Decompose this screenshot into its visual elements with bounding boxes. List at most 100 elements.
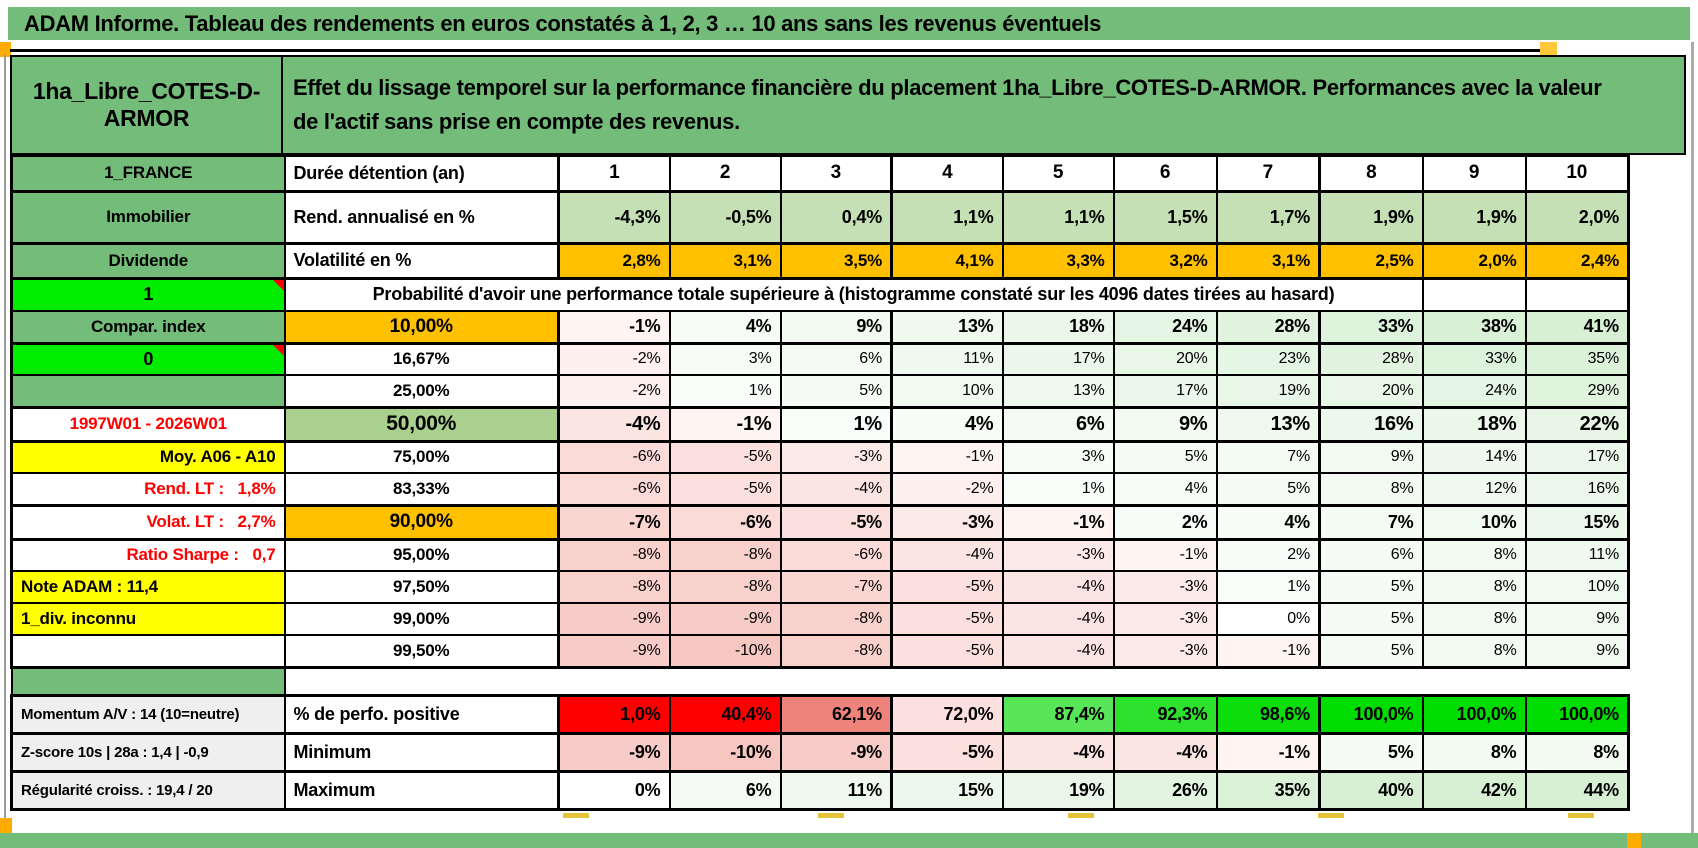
data-cell[interactable]: -3%	[1112, 634, 1218, 669]
data-cell[interactable]: 3%	[1001, 440, 1115, 474]
data-cell[interactable]: -4%	[1001, 732, 1115, 773]
data-cell[interactable]: 1,7%	[1215, 190, 1321, 245]
data-cell[interactable]: 9%	[1318, 440, 1424, 474]
row-label-cell[interactable]: Régularité croiss. : 19,4 / 20	[10, 770, 286, 811]
data-cell[interactable]: 18%	[1001, 310, 1115, 345]
data-cell[interactable]: 17%	[1001, 342, 1115, 376]
data-cell[interactable]: -7%	[557, 503, 671, 541]
data-cell[interactable]: 22%	[1524, 405, 1630, 443]
row-sublabel-cell[interactable]: 50,00%	[283, 405, 560, 443]
data-cell[interactable]: -5%	[890, 570, 1004, 604]
row-sublabel-cell[interactable]: Rend. annualisé en %	[283, 190, 560, 245]
row-sublabel-cell[interactable]: 99,00%	[283, 602, 560, 636]
data-cell[interactable]: 4%	[1112, 472, 1218, 506]
data-cell[interactable]: 42%	[1421, 770, 1527, 811]
data-cell[interactable]: 4,1%	[890, 242, 1004, 280]
data-cell[interactable]: 7%	[1215, 440, 1321, 474]
row-label-cell[interactable]: 1_FRANCE	[10, 155, 286, 193]
data-cell[interactable]: 5%	[1215, 472, 1321, 506]
data-cell[interactable]: 3,1%	[668, 242, 782, 280]
data-cell[interactable]: 24%	[1421, 374, 1527, 408]
row-sublabel-cell[interactable]: 75,00%	[283, 440, 560, 474]
data-cell[interactable]: 9%	[779, 310, 893, 345]
data-cell[interactable]: 2,8%	[557, 242, 671, 280]
data-cell[interactable]: 28%	[1318, 342, 1424, 376]
row-label-cell[interactable]: Dividende	[10, 242, 286, 280]
row-label-cell[interactable]: Moy. A06 - A10	[10, 440, 286, 474]
data-cell[interactable]: 11%	[890, 342, 1004, 376]
data-cell[interactable]: 6%	[668, 770, 782, 811]
probability-header-cell[interactable]: Probabilité d'avoir une performance tota…	[283, 277, 1424, 312]
row-sublabel-cell[interactable]: % de perfo. positive	[283, 693, 560, 735]
data-cell[interactable]: 2,0%	[1421, 242, 1527, 280]
row-sublabel-cell[interactable]: Volatilité en %	[283, 242, 560, 280]
data-cell[interactable]: -5%	[779, 503, 893, 541]
data-cell[interactable]: -6%	[668, 503, 782, 541]
data-cell[interactable]: 17%	[1524, 440, 1630, 474]
data-cell[interactable]: 44%	[1524, 770, 1630, 811]
data-cell[interactable]: 40%	[1318, 770, 1424, 811]
data-cell[interactable]: 1%	[779, 405, 893, 443]
column-header-cell[interactable]: 2	[668, 155, 782, 193]
row-label-cell[interactable]: Volat. LT : 2,7%	[10, 503, 286, 541]
row-label-cell[interactable]: Immobilier	[10, 190, 286, 245]
data-cell[interactable]: 35%	[1215, 770, 1321, 811]
data-cell[interactable]: -1%	[890, 440, 1004, 474]
data-cell[interactable]: 29%	[1524, 374, 1630, 408]
data-cell[interactable]: 100,0%	[1524, 693, 1630, 735]
data-cell[interactable]: 4%	[668, 310, 782, 345]
data-cell[interactable]: 5%	[1318, 732, 1424, 773]
column-header-cell[interactable]: 5	[1001, 155, 1115, 193]
data-cell[interactable]: 2,4%	[1524, 242, 1630, 280]
data-cell[interactable]: -6%	[557, 472, 671, 506]
data-cell[interactable]: -8%	[779, 602, 893, 636]
row-sublabel-cell[interactable]: 25,00%	[283, 374, 560, 408]
data-cell[interactable]: -10%	[668, 634, 782, 669]
data-cell[interactable]: 5%	[1112, 440, 1218, 474]
data-cell[interactable]: -5%	[668, 440, 782, 474]
row-sublabel-cell[interactable]: 97,50%	[283, 570, 560, 604]
data-cell[interactable]: 20%	[1318, 374, 1424, 408]
data-cell[interactable]: 92,3%	[1112, 693, 1218, 735]
data-cell[interactable]: 1,0%	[557, 693, 671, 735]
row-sublabel-cell[interactable]: 95,00%	[283, 538, 560, 572]
row-label-cell[interactable]: 1_div. inconnu	[10, 602, 286, 636]
data-cell[interactable]: -1%	[668, 405, 782, 443]
data-cell[interactable]: -1%	[1112, 538, 1218, 572]
row-label-cell[interactable]: 1997W01 - 2026W01	[10, 405, 286, 443]
row-sublabel-cell[interactable]: Maximum	[283, 770, 560, 811]
row-label-cell[interactable]: 0	[10, 342, 286, 376]
data-cell[interactable]: -3%	[1112, 602, 1218, 636]
column-header-cell[interactable]: 1	[557, 155, 671, 193]
column-header-cell[interactable]: 7	[1215, 155, 1321, 193]
column-header-cell[interactable]: 9	[1421, 155, 1527, 193]
data-cell[interactable]: 0,4%	[779, 190, 893, 245]
data-cell[interactable]: 8%	[1421, 538, 1527, 572]
data-cell[interactable]: 16%	[1318, 405, 1424, 443]
data-cell[interactable]: 3,3%	[1001, 242, 1115, 280]
row-sublabel-cell[interactable]: Durée détention (an)	[283, 155, 560, 193]
data-cell[interactable]: 5%	[1318, 602, 1424, 636]
data-cell[interactable]: -6%	[779, 538, 893, 572]
data-cell[interactable]: -2%	[890, 472, 1004, 506]
data-cell[interactable]: -3%	[1001, 538, 1115, 572]
data-cell[interactable]: 38%	[1421, 310, 1527, 345]
data-cell[interactable]: 8%	[1318, 472, 1424, 506]
data-cell[interactable]: -1%	[1215, 732, 1321, 773]
data-cell[interactable]: 24%	[1112, 310, 1218, 345]
data-cell[interactable]: 5%	[1318, 570, 1424, 604]
data-cell[interactable]: 7%	[1318, 503, 1424, 541]
data-cell[interactable]: 6%	[1001, 405, 1115, 443]
data-cell[interactable]: 62,1%	[779, 693, 893, 735]
data-cell[interactable]: -4%	[890, 538, 1004, 572]
data-cell[interactable]: 10%	[1524, 570, 1630, 604]
data-cell[interactable]: 12%	[1421, 472, 1527, 506]
row-sublabel-cell[interactable]: 83,33%	[283, 472, 560, 506]
asset-name-cell[interactable]: 1ha_Libre_COTES-D-ARMOR	[10, 55, 283, 155]
data-cell[interactable]: 8%	[1421, 570, 1527, 604]
data-cell[interactable]: 28%	[1215, 310, 1321, 345]
data-cell[interactable]: 3%	[668, 342, 782, 376]
data-cell[interactable]: 3,1%	[1215, 242, 1321, 280]
data-cell[interactable]: 13%	[1001, 374, 1115, 408]
data-cell[interactable]: 0%	[1215, 602, 1321, 636]
